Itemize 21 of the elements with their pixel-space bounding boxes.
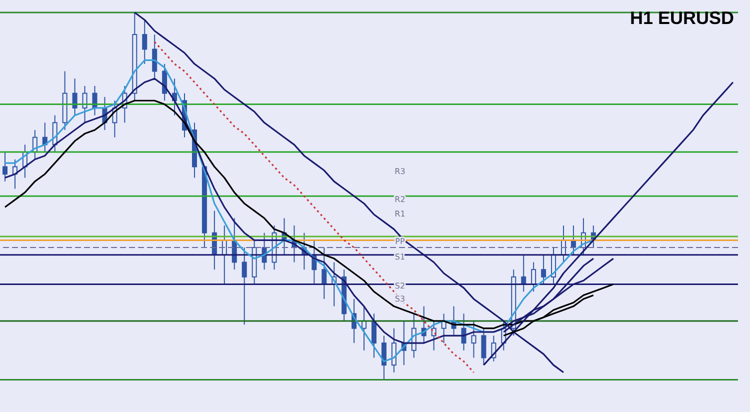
chart-title: H1 EURUSD — [630, 8, 734, 29]
candlestick — [471, 320, 476, 358]
candlestick — [391, 328, 396, 373]
annotation: R1 — [394, 209, 406, 218]
candlestick — [242, 247, 247, 326]
candlestick — [2, 152, 8, 182]
candlestick — [72, 78, 78, 116]
candlestick — [142, 19, 148, 64]
candlestick — [481, 328, 486, 366]
candlestick — [372, 313, 376, 358]
annotation: R3 — [394, 166, 406, 176]
annotation: R2 — [394, 195, 406, 204]
candlestick — [531, 262, 536, 292]
candlestick — [541, 254, 546, 285]
annotation: S1 — [394, 252, 406, 262]
annotation: S3 — [394, 294, 406, 304]
candlestick — [152, 34, 158, 80]
candlestick — [461, 313, 466, 351]
candlestick — [82, 85, 88, 124]
candlestick — [322, 247, 327, 300]
candlestick — [381, 335, 386, 380]
